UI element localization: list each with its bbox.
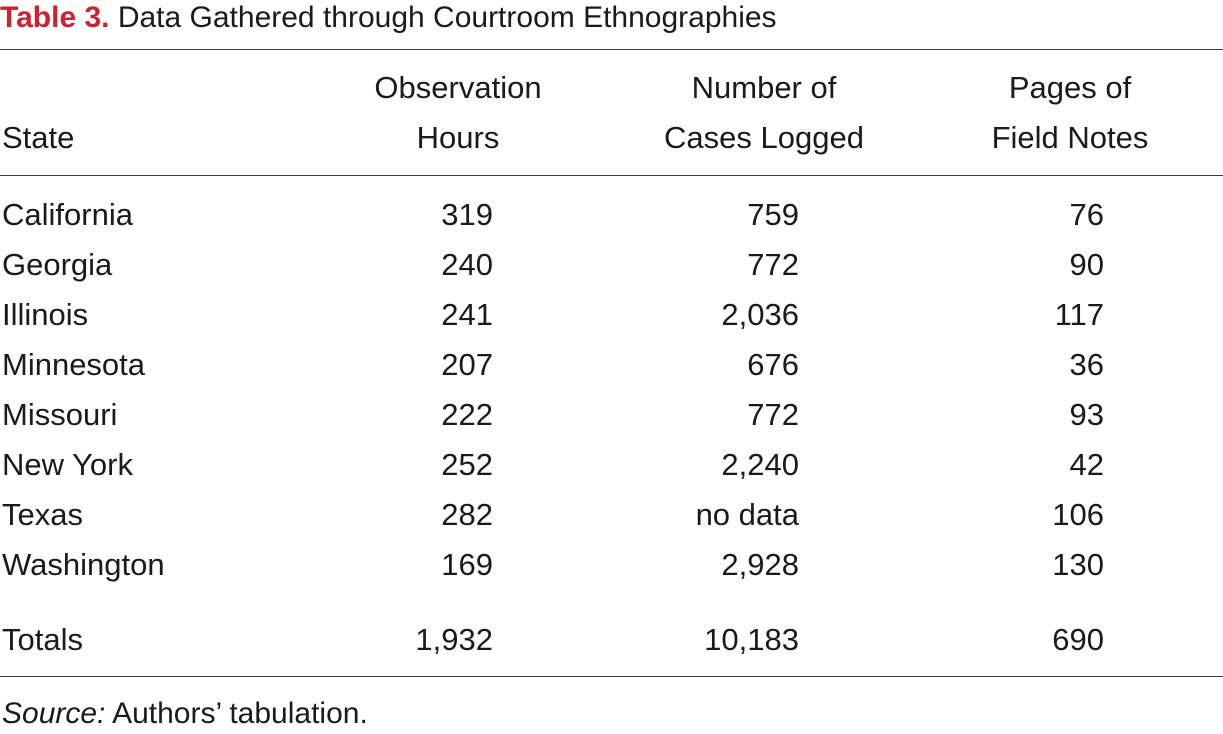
hours-cell: 252 bbox=[441, 447, 493, 482]
notes-cell: 90 bbox=[1069, 247, 1104, 282]
hours-cell: 240 bbox=[441, 247, 493, 282]
header-cases-line1: Number of bbox=[691, 70, 837, 105]
header-rule bbox=[0, 175, 1223, 176]
hours-cell: 241 bbox=[441, 297, 493, 332]
top-rule bbox=[0, 49, 1223, 50]
source-text: Authors’ tabulation. bbox=[105, 697, 368, 730]
source-note: Source: Authors’ tabulation. bbox=[2, 694, 368, 734]
totals-cases: 10,183 bbox=[704, 622, 799, 657]
hours-cell: 207 bbox=[441, 347, 493, 382]
cases-cell: 2,928 bbox=[721, 547, 799, 582]
header-observation-hours: Observation Hours bbox=[358, 63, 558, 163]
totals-notes: 690 bbox=[1052, 622, 1104, 657]
state-cell: Washington bbox=[2, 547, 165, 582]
hours-cell: 282 bbox=[441, 497, 493, 532]
header-field-notes: Pages of Field Notes bbox=[920, 63, 1220, 163]
cases-cell: no data bbox=[695, 497, 799, 532]
source-label: Source: bbox=[2, 697, 106, 730]
header-cases-logged: Number of Cases Logged bbox=[614, 63, 914, 163]
header-hours-line1: Observation bbox=[374, 70, 542, 105]
cases-cell: 2,240 bbox=[721, 447, 799, 482]
cases-cell: 2,036 bbox=[721, 297, 799, 332]
state-cell: Minnesota bbox=[2, 347, 146, 382]
hours-cell: 319 bbox=[441, 197, 493, 232]
notes-cell: 36 bbox=[1069, 347, 1104, 382]
state-cell: Missouri bbox=[2, 397, 118, 432]
totals-hours: 1,932 bbox=[415, 622, 493, 657]
cases-cell: 772 bbox=[747, 397, 799, 432]
notes-cell: 93 bbox=[1069, 397, 1104, 432]
state-cell: Illinois bbox=[2, 297, 89, 332]
header-state-label: State bbox=[2, 120, 75, 155]
table-number: Table 3. bbox=[0, 1, 110, 34]
header-notes-line2: Field Notes bbox=[991, 120, 1149, 155]
header-hours-line2: Hours bbox=[416, 120, 500, 155]
table-caption: Table 3. Data Gathered through Courtroom… bbox=[0, 0, 777, 36]
state-cell: New York bbox=[2, 447, 133, 482]
cases-cell: 772 bbox=[747, 247, 799, 282]
state-cell: California bbox=[2, 197, 133, 232]
notes-cell: 42 bbox=[1069, 447, 1104, 482]
cases-cell: 676 bbox=[747, 347, 799, 382]
notes-cell: 130 bbox=[1052, 547, 1104, 582]
state-cell: Georgia bbox=[2, 247, 113, 282]
cases-cell: 759 bbox=[747, 197, 799, 232]
bottom-rule bbox=[0, 676, 1223, 677]
notes-cell: 76 bbox=[1069, 197, 1104, 232]
state-cell: Texas bbox=[2, 497, 83, 532]
totals-label: Totals bbox=[2, 622, 83, 657]
header-notes-line1: Pages of bbox=[1008, 70, 1132, 105]
hours-cell: 169 bbox=[441, 547, 493, 582]
notes-cell: 106 bbox=[1052, 497, 1104, 532]
header-cases-line2: Cases Logged bbox=[664, 120, 864, 155]
hours-cell: 222 bbox=[441, 397, 493, 432]
table-title: Data Gathered through Courtroom Ethnogra… bbox=[117, 1, 777, 34]
notes-cell: 117 bbox=[1054, 297, 1104, 332]
header-state: State bbox=[2, 113, 74, 163]
